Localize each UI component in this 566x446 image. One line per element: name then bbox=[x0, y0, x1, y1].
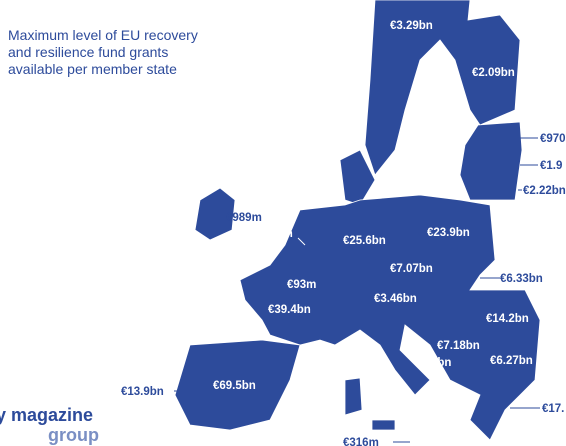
logo-text: y magazine bbox=[0, 405, 93, 425]
value-label: €93m bbox=[287, 279, 316, 291]
value-label: €3.46bn bbox=[374, 293, 417, 305]
value-label: €2.09bn bbox=[472, 67, 515, 79]
value-label: €68.9bn bbox=[366, 396, 409, 408]
value-label: €3.29bn bbox=[390, 20, 433, 32]
value-label: €2.22bn bbox=[523, 185, 566, 197]
labels: €3.29bn €2.09bn €970 €1.9 €2.22bn €1.55b… bbox=[121, 20, 566, 446]
value-label: €6.3bn bbox=[415, 357, 451, 369]
value-label: €23.9bn bbox=[427, 227, 470, 239]
value-label: €6.27bn bbox=[490, 355, 533, 367]
value-label: €7.07bn bbox=[390, 263, 433, 275]
logo: y magazine group bbox=[0, 405, 99, 445]
value-label: €69.5bn bbox=[213, 380, 256, 392]
value-label: €1.9 bbox=[540, 160, 562, 172]
value-label: €13.9bn bbox=[121, 386, 164, 398]
value-label: €1.78bn bbox=[292, 378, 335, 390]
logo-text: group bbox=[48, 425, 99, 445]
value-label: €970 bbox=[540, 133, 566, 145]
map-shapes bbox=[174, 0, 541, 441]
value-label: €5.96bn bbox=[285, 193, 328, 205]
value-label: €39.4bn bbox=[268, 304, 311, 316]
leader-lines bbox=[174, 137, 540, 443]
value-label: €7.18bn bbox=[437, 340, 480, 352]
value-label: €5.93bn bbox=[250, 228, 293, 240]
value-label: €1.55bn bbox=[284, 153, 327, 165]
title-block: Maximum level of EU recovery and resilie… bbox=[8, 27, 198, 77]
value-label: €25.6bn bbox=[343, 235, 386, 247]
value-label: €17. bbox=[542, 403, 564, 415]
value-label: €989m bbox=[226, 212, 262, 224]
value-label: €14.2bn bbox=[486, 313, 529, 325]
title-line: Maximum level of EU recovery bbox=[8, 27, 198, 43]
value-label: €316m bbox=[343, 437, 379, 446]
value-label: €6.33bn bbox=[500, 273, 543, 285]
title-line: and resilience fund grants bbox=[8, 44, 168, 60]
title-line: available per member state bbox=[8, 61, 177, 77]
